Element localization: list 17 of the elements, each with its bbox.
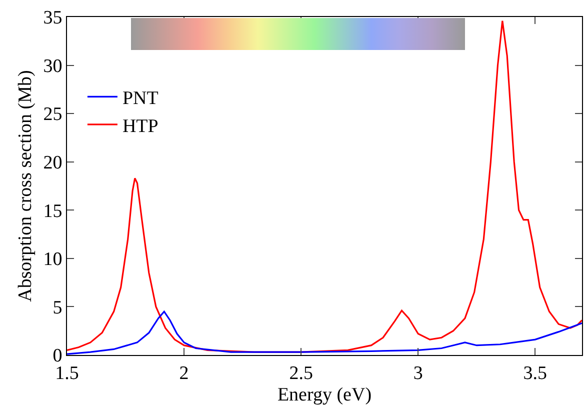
x-tick-label: 3.5 [523, 362, 548, 384]
x-tick-label: 2.5 [289, 362, 313, 384]
y-axis-title: Absorption cross section (Mb) [15, 70, 36, 302]
y-tick-label: 15 [43, 200, 62, 222]
y-tick-label: 20 [43, 152, 62, 174]
x-tick-label: 3 [413, 362, 423, 384]
y-tick-label: 5 [52, 297, 62, 318]
line-series [67, 20, 582, 353]
y-tick-label: 25 [43, 104, 62, 126]
y-tick-label: 30 [43, 56, 62, 77]
line-series [67, 310, 582, 355]
x-axis-title: Energy (eV) [277, 384, 372, 406]
x-tick-label: 2 [179, 362, 189, 384]
y-tick-label: 10 [43, 249, 62, 270]
y-tick-label: 35 [43, 8, 62, 29]
legend-label: PNT [122, 88, 159, 110]
legend-label: HTP [122, 116, 158, 137]
